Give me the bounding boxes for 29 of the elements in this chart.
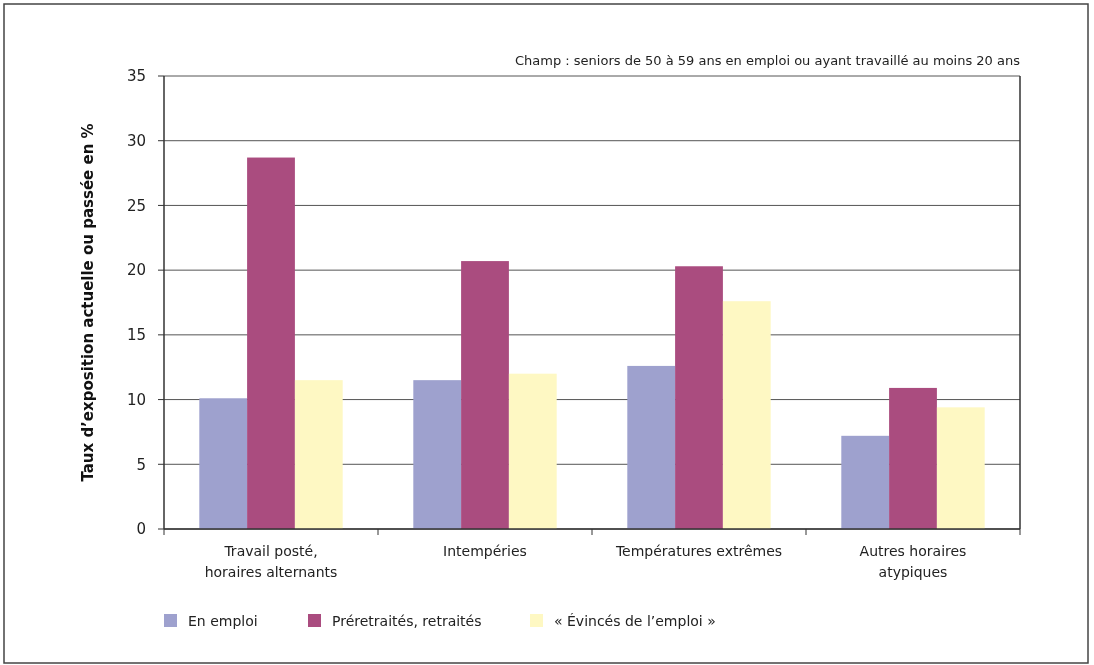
x-tick-label: Intempéries — [443, 543, 527, 559]
legend-label: En emploi — [188, 612, 258, 629]
y-tick-label: 10 — [126, 390, 146, 409]
y-tick-label: 35 — [126, 67, 146, 86]
bar — [841, 435, 890, 529]
bar — [889, 387, 937, 529]
bar — [413, 380, 462, 529]
x-tick-label: Travail posté, horaires alternants — [204, 543, 338, 580]
y-tick-label: 15 — [126, 326, 146, 345]
y-tick-label: 0 — [136, 520, 146, 539]
bar — [675, 266, 723, 529]
bar — [722, 301, 771, 529]
text: Champ : seniors de 50 à 59 ans en emploi ou ayant travaillé au moins 20 ans — [514, 53, 1021, 68]
y-tick-label: 5 — [136, 455, 146, 474]
bar — [247, 157, 295, 529]
bar — [461, 261, 509, 529]
bar — [936, 407, 985, 529]
bar — [294, 380, 343, 529]
x-tick-label: Autres horaires atypiques — [859, 543, 967, 580]
legend-label: Préretraités, retraités — [332, 612, 482, 629]
bar — [508, 373, 557, 529]
legend-label: « Évincés de l’emploi » — [554, 612, 716, 629]
y-tick-label: 30 — [126, 131, 146, 150]
x-tick-label: Températures extrêmes — [614, 543, 783, 559]
bar — [199, 398, 248, 529]
y-axis-title: Taux d’exposition actuelle ou passée en % — [79, 123, 97, 482]
y-tick-label: 20 — [126, 261, 146, 280]
y-tick-label: 25 — [126, 196, 146, 215]
bar — [627, 365, 676, 529]
